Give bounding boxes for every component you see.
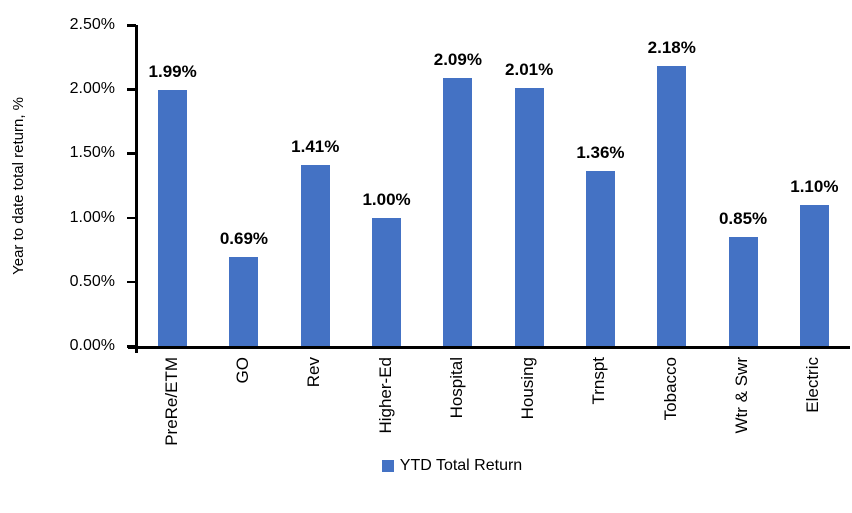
x-category-label: Trnspt <box>589 357 609 405</box>
legend-label: YTD Total Return <box>399 457 523 474</box>
y-tick-mark <box>127 280 136 284</box>
bar-value-label: 2.09% <box>433 49 482 69</box>
y-tick-mark <box>127 216 136 220</box>
y-axis-title: Year to date total return, % <box>9 96 27 275</box>
y-tick-label: 1.00% <box>69 208 115 226</box>
bar-value-label: 0.85% <box>718 208 768 228</box>
y-tick-label: 0.50% <box>69 272 115 290</box>
y-tick-mark <box>127 345 136 348</box>
y-tick-label: 2.00% <box>69 80 115 98</box>
bar-wtr-swr <box>728 236 758 346</box>
bar-value-label: 0.69% <box>219 229 269 249</box>
bar-higher-ed <box>372 217 402 346</box>
y-tick-label: 0.00% <box>69 337 115 354</box>
legend: YTD Total Return <box>26 457 852 475</box>
plot-area: 0.00% 0.50% 1.00% 1.50% 2.00% 2.50% 1.99% PreRe… <box>70 16 850 446</box>
x-category-label: Wtr & Swr <box>732 357 752 434</box>
x-category-label: Higher-Ed <box>375 357 395 434</box>
bar-value-label: 1.41% <box>291 136 340 156</box>
bar-trnspt <box>585 171 615 346</box>
x-category-label: Electric <box>803 357 823 413</box>
bar-housing <box>514 87 544 346</box>
x-category-label: GO <box>232 357 252 384</box>
bar-go <box>229 257 259 346</box>
x-axis-line <box>128 346 850 349</box>
bar-value-label: 2.01% <box>505 59 554 79</box>
y-tick-label: 1.50% <box>69 144 115 162</box>
bar-prere-etm <box>158 90 188 346</box>
bar-value-label: 1.36% <box>576 143 625 163</box>
x-category-label: Tobacco <box>660 357 680 421</box>
bar-value-label: 1.00% <box>362 189 411 209</box>
bar-value-label: 1.10% <box>790 176 839 196</box>
bar-tobacco <box>657 66 687 346</box>
bar-hospital <box>443 77 473 346</box>
y-axis-title-box: Year to date total return, % <box>0 25 36 346</box>
x-category-label: Rev <box>304 357 324 388</box>
x-category-label: Hospital <box>446 357 466 419</box>
legend-swatch <box>381 460 394 472</box>
bar-value-label: 1.99% <box>148 62 197 82</box>
y-tick-mark <box>127 24 136 27</box>
y-tick-mark <box>127 88 136 91</box>
y-tick-label: 2.50% <box>69 16 115 33</box>
bar-value-label: 2.18% <box>647 38 696 58</box>
y-axis-line <box>135 25 138 353</box>
x-category-label: PreRe/ETM <box>161 357 181 446</box>
bar-electric <box>799 204 829 346</box>
bar-rev <box>300 164 330 346</box>
y-tick-mark <box>127 152 136 155</box>
x-category-label: Housing <box>518 357 538 420</box>
